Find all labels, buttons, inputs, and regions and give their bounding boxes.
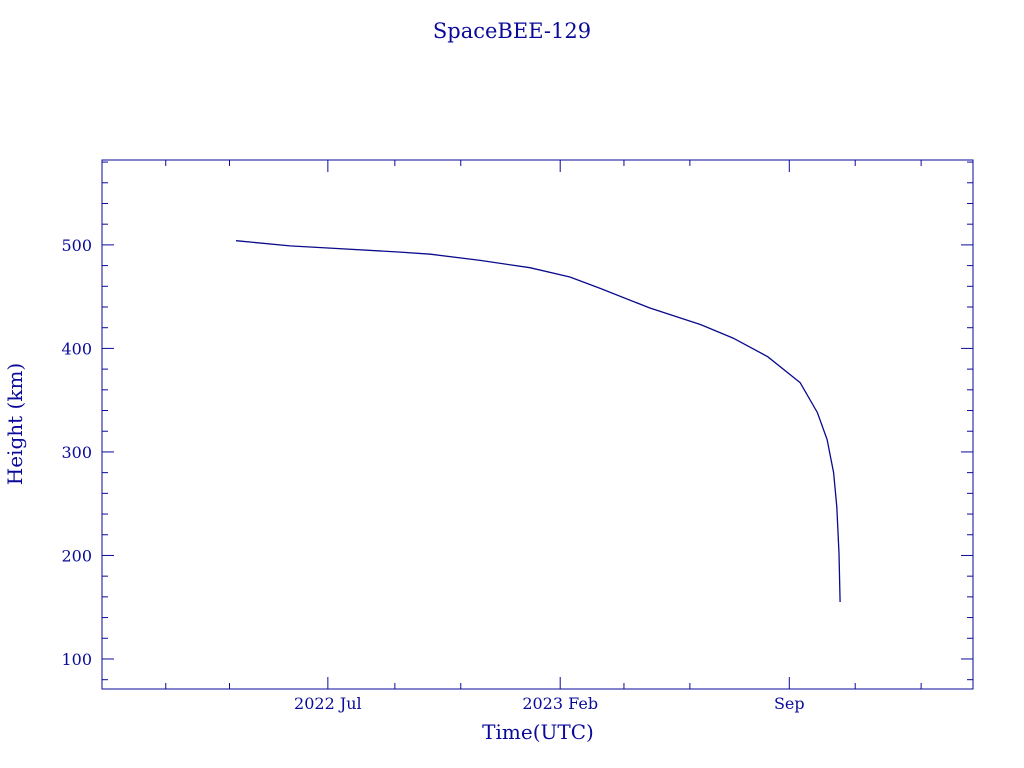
axis-ticks bbox=[102, 160, 973, 689]
series-line bbox=[235, 240, 841, 603]
x-tick-label: 2023 Feb bbox=[522, 694, 598, 713]
y-tick-label: 500 bbox=[61, 236, 92, 255]
tick-labels: 2022 Jul 2023 Feb Sep 100 200 300 400 500 bbox=[61, 236, 804, 713]
y-tick-label: 400 bbox=[61, 339, 92, 358]
plot-frame bbox=[101, 159, 974, 690]
y-tick-label: 300 bbox=[61, 443, 92, 462]
x-axis-label: Time(UTC) bbox=[482, 720, 594, 744]
y-tick-label: 100 bbox=[61, 650, 92, 669]
y-axis-label: Height (km) bbox=[3, 363, 27, 485]
chart-title: SpaceBEE-129 bbox=[433, 19, 591, 43]
x-tick-label: 2022 Jul bbox=[294, 694, 362, 713]
y-tick-label: 200 bbox=[61, 546, 92, 565]
x-tick-label: Sep bbox=[774, 694, 805, 713]
